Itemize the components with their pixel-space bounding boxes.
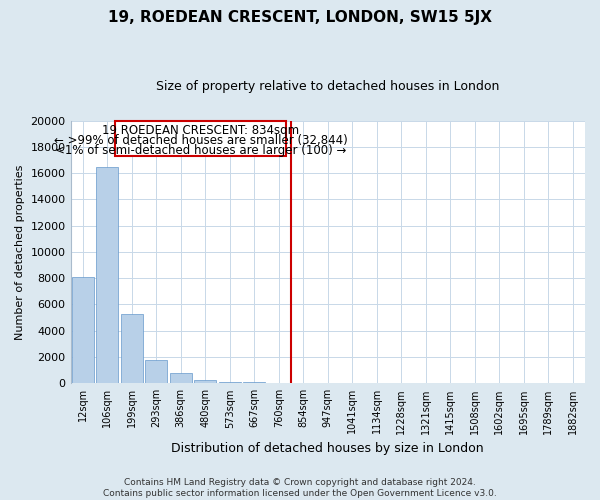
Bar	[219, 382, 241, 384]
Text: Contains HM Land Registry data © Crown copyright and database right 2024.
Contai: Contains HM Land Registry data © Crown c…	[103, 478, 497, 498]
Bar	[194, 380, 217, 384]
Bar	[96, 166, 118, 384]
Bar	[121, 314, 143, 384]
Bar	[243, 382, 265, 384]
Bar	[170, 374, 192, 384]
Y-axis label: Number of detached properties: Number of detached properties	[15, 164, 25, 340]
Text: ← >99% of detached houses are smaller (32,844): ← >99% of detached houses are smaller (3…	[53, 134, 347, 147]
Title: Size of property relative to detached houses in London: Size of property relative to detached ho…	[156, 80, 499, 93]
X-axis label: Distribution of detached houses by size in London: Distribution of detached houses by size …	[172, 442, 484, 455]
Text: 19, ROEDEAN CRESCENT, LONDON, SW15 5JX: 19, ROEDEAN CRESCENT, LONDON, SW15 5JX	[108, 10, 492, 25]
Bar	[72, 277, 94, 384]
Bar	[145, 360, 167, 384]
Bar	[115, 120, 286, 156]
Text: 19 ROEDEAN CRESCENT: 834sqm: 19 ROEDEAN CRESCENT: 834sqm	[102, 124, 299, 137]
Text: <1% of semi-detached houses are larger (100) →: <1% of semi-detached houses are larger (…	[55, 144, 346, 158]
